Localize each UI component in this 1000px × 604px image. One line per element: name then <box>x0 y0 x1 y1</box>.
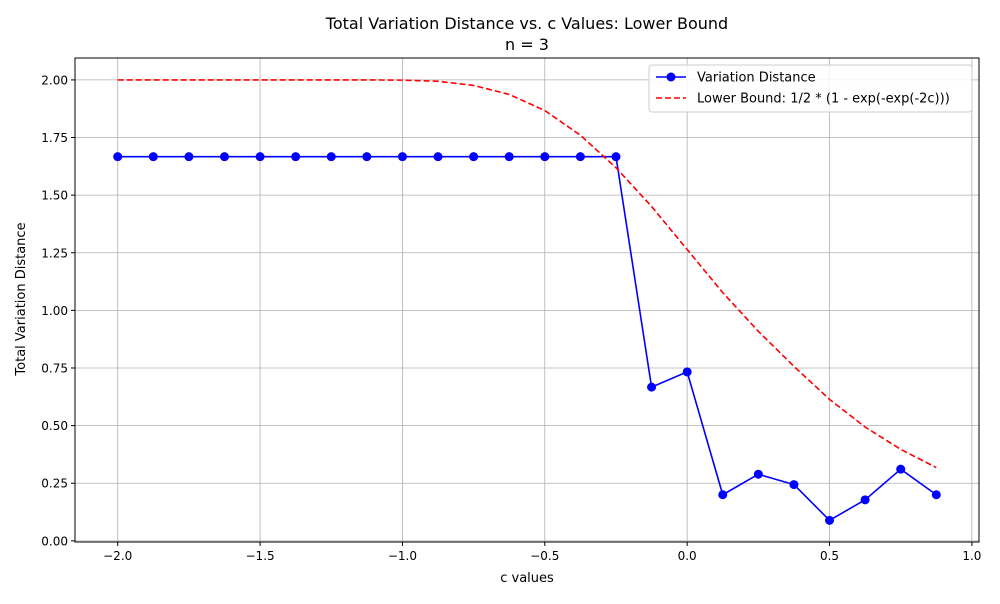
y-tick-label: 0.00 <box>41 534 68 548</box>
legend-label-lower-bound: Lower Bound: 1/2 * (1 - exp(-exp(-2c))) <box>697 92 950 107</box>
legend-box <box>648 64 973 113</box>
y-tick-label: 1.00 <box>41 304 68 318</box>
data-point <box>291 152 301 162</box>
chart-subtitle: n = 3 <box>505 35 549 54</box>
series-layer <box>113 79 941 525</box>
data-point <box>397 152 407 162</box>
legend-marker-variation <box>666 72 676 82</box>
y-tick-label: 1.75 <box>41 131 68 145</box>
data-point <box>825 515 835 525</box>
data-point <box>789 480 799 490</box>
data-point <box>326 152 336 162</box>
legend-label-variation: Variation Distance <box>697 71 816 86</box>
data-point <box>611 152 621 162</box>
y-tick-label: 1.25 <box>41 246 68 260</box>
y-tick-label: 1.50 <box>41 189 68 203</box>
axes: −2.0 −1.5 −1.0 −0.5 0.0 0.5 1.0 0.00 0.25 0.50 0.7… <box>41 57 981 563</box>
x-axis-label: c values <box>500 571 554 586</box>
plot-frame <box>74 57 980 543</box>
y-axis-label: Total Variation Distance <box>14 222 29 376</box>
data-point <box>540 152 550 162</box>
data-point <box>682 367 692 377</box>
x-tick-label: 0.5 <box>820 549 839 563</box>
data-point <box>647 382 657 392</box>
series-line-1 <box>117 79 937 469</box>
data-point <box>575 152 585 162</box>
y-tick-label: 0.25 <box>41 477 68 491</box>
legend: Variation Distance Lower Bound: 1/2 * (1… <box>648 64 973 113</box>
x-tick-label: −1.5 <box>246 549 275 563</box>
data-point <box>860 495 870 505</box>
x-tick-label: 0.0 <box>678 549 697 563</box>
x-tick-label: −1.0 <box>388 549 417 563</box>
y-tick-label: 0.50 <box>41 419 68 433</box>
data-point <box>896 464 906 474</box>
data-point <box>931 490 941 500</box>
y-tick-label: 0.75 <box>41 361 68 375</box>
series-line-0 <box>117 155 937 522</box>
data-point <box>362 152 372 162</box>
data-point <box>113 152 123 162</box>
data-point <box>255 152 265 162</box>
data-point <box>148 152 158 162</box>
data-point <box>219 152 229 162</box>
x-tick-label: 1.0 <box>962 549 981 563</box>
x-tick-label: −0.5 <box>530 549 559 563</box>
data-point <box>504 152 514 162</box>
data-point <box>469 152 479 162</box>
chart-title: Total Variation Distance vs. c Values: L… <box>325 14 728 33</box>
data-point <box>433 152 443 162</box>
grid-lines <box>75 58 979 542</box>
y-tick-label: 2.00 <box>41 73 68 87</box>
data-point <box>753 469 763 479</box>
data-point <box>718 490 728 500</box>
x-tick-label: −2.0 <box>103 549 132 563</box>
data-point <box>184 152 194 162</box>
